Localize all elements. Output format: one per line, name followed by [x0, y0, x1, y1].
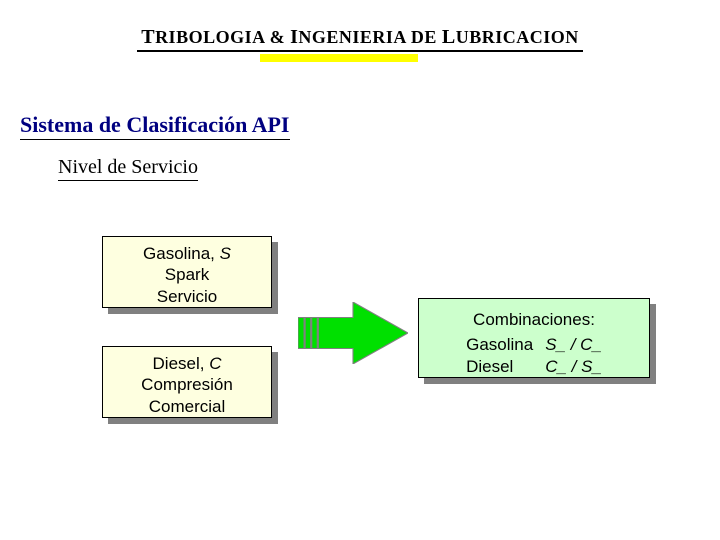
gasolina-line2: Spark [103, 264, 271, 285]
page-header: TRIBOLOGIA & INGENIERIA DE LUBRICACION [0, 26, 720, 52]
gasolina-line3: Servicio [103, 286, 271, 307]
gasolina-line1-label: Gasolina, [143, 244, 220, 263]
diesel-line3: Comercial [103, 396, 271, 417]
section-subtitle: Nivel de Servicio [58, 156, 198, 181]
combo-row-0-label: Gasolina [460, 334, 539, 355]
gasolina-box: Gasolina, S Spark Servicio [102, 236, 272, 308]
combo-row-0: Gasolina S_ / C_ [460, 334, 608, 355]
arrow-icon [298, 302, 408, 364]
diesel-box: Diesel, C Compresión Comercial [102, 346, 272, 418]
combo-row-1: Diesel C_ / S_ [460, 356, 608, 377]
header-accent-bar [260, 54, 418, 62]
combo-row-0-val: S_ / C_ [539, 334, 608, 355]
header-title: TRIBOLOGIA & INGENIERIA DE LUBRICACION [137, 26, 583, 52]
diesel-line1-label: Diesel, [153, 354, 210, 373]
combo-row-1-label: Diesel [460, 356, 539, 377]
diesel-line1-code: C [209, 354, 221, 373]
section-title: Sistema de Clasificación API [20, 112, 290, 140]
diesel-line2: Compresión [103, 374, 271, 395]
diesel-line1: Diesel, C [103, 353, 271, 374]
combo-row-1-val: C_ / S_ [539, 356, 608, 377]
gasolina-line1-code: S [220, 244, 231, 263]
combo-table: Gasolina S_ / C_ Diesel C_ / S_ [460, 334, 608, 377]
combo-box: Combinaciones: Gasolina S_ / C_ Diesel C… [418, 298, 650, 378]
combo-heading: Combinaciones: [419, 303, 649, 330]
gasolina-line1: Gasolina, S [103, 243, 271, 264]
